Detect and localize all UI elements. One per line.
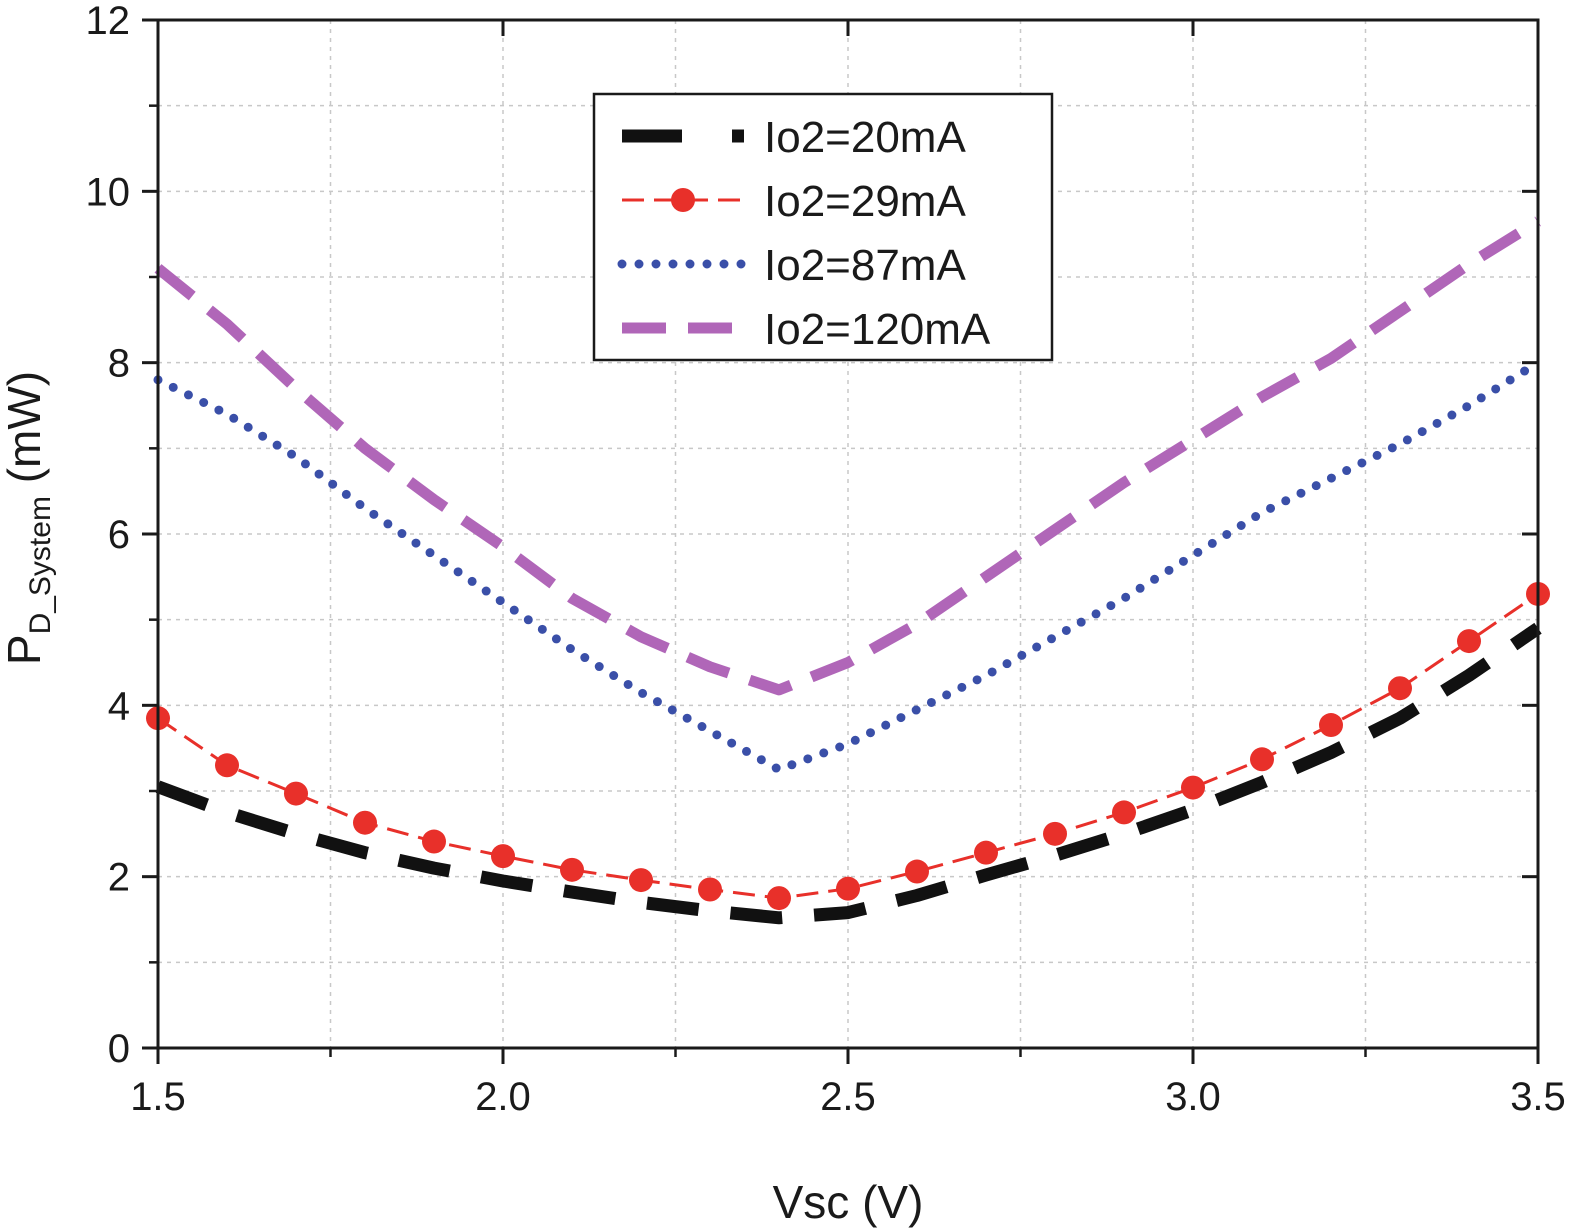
y-axis-title-main: P <box>0 634 50 665</box>
y-tick-label: 10 <box>86 170 131 214</box>
y-axis-title: PD_System (mW) <box>0 371 57 665</box>
legend-marker-2 <box>671 188 695 212</box>
legend-label-3: Io2=87mA <box>764 241 966 290</box>
data-point <box>905 859 929 884</box>
y-tick-label: 0 <box>108 1027 130 1071</box>
y-tick-label: 4 <box>108 684 130 728</box>
series-line-3 <box>153 358 1543 775</box>
data-point <box>491 844 515 869</box>
legend: Io2=20mA Io2=29mA Io2=87mA Io2=120mA <box>592 92 1054 362</box>
data-point <box>284 781 308 806</box>
y-axis-title-unit: (mW) <box>0 371 50 496</box>
legend-label-2: Io2=29mA <box>764 177 966 226</box>
x-tick-label: 2.0 <box>475 1075 531 1119</box>
data-point <box>836 876 860 901</box>
y-tick-label: 12 <box>86 0 131 43</box>
data-point <box>422 829 446 854</box>
data-point <box>1181 775 1205 800</box>
x-tick-label: 3.0 <box>1165 1075 1221 1119</box>
legend-label-4: Io2=120mA <box>764 305 991 354</box>
data-point <box>215 753 239 778</box>
y-axis-title-subscript: D_System <box>24 496 57 634</box>
x-tick-label: 1.5 <box>130 1075 186 1119</box>
data-point <box>1112 800 1136 825</box>
series-line-1 <box>155 622 1542 925</box>
data-point <box>1319 713 1343 738</box>
data-point <box>1250 747 1274 772</box>
data-point <box>1043 821 1067 846</box>
data-point <box>353 810 377 835</box>
data-point <box>1457 629 1481 654</box>
ticks: 1.5 2.0 2.5 3.0 3.5 0 2 4 6 8 10 12 <box>86 0 1566 1119</box>
data-point <box>629 868 653 893</box>
data-point <box>560 857 584 882</box>
data-point <box>974 840 998 865</box>
series-line-4 <box>154 216 1541 696</box>
data-point <box>767 886 791 911</box>
series-layer <box>146 216 1550 925</box>
data-point <box>1388 676 1412 701</box>
x-tick-label: 3.5 <box>1510 1075 1566 1119</box>
y-tick-label: 8 <box>108 342 130 386</box>
x-axis-title: Vsc (V) <box>773 1176 924 1228</box>
x-tick-label: 2.5 <box>820 1075 876 1119</box>
y-tick-label: 2 <box>108 856 130 900</box>
data-point <box>698 877 722 902</box>
y-tick-label: 6 <box>108 513 130 557</box>
legend-label-1: Io2=20mA <box>764 113 966 162</box>
